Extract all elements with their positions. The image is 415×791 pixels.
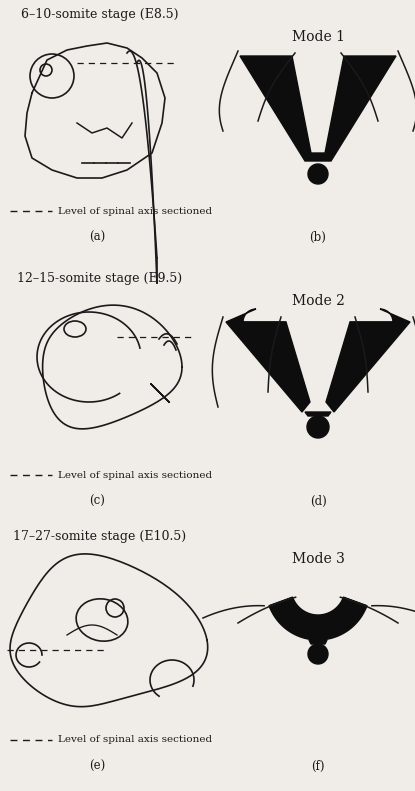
Polygon shape — [240, 56, 396, 161]
Polygon shape — [305, 412, 331, 416]
Polygon shape — [226, 309, 286, 335]
Circle shape — [307, 416, 329, 438]
Polygon shape — [269, 597, 293, 614]
Circle shape — [308, 644, 328, 664]
Text: (c): (c) — [89, 495, 105, 508]
Text: (a): (a) — [89, 231, 105, 244]
Polygon shape — [343, 597, 367, 614]
Text: 12–15-somite stage (E9.5): 12–15-somite stage (E9.5) — [17, 272, 183, 285]
Text: 6–10-somite stage (E8.5): 6–10-somite stage (E8.5) — [21, 8, 179, 21]
Text: Mode 2: Mode 2 — [292, 294, 344, 308]
Text: Mode 3: Mode 3 — [292, 552, 344, 566]
Text: Level of spinal axis sectioned: Level of spinal axis sectioned — [58, 206, 212, 215]
Polygon shape — [309, 640, 327, 644]
Text: Level of spinal axis sectioned: Level of spinal axis sectioned — [58, 471, 212, 479]
Text: (b): (b) — [310, 231, 327, 244]
Text: 17–27-somite stage (E10.5): 17–27-somite stage (E10.5) — [13, 530, 187, 543]
Text: Mode 1: Mode 1 — [291, 30, 344, 44]
Polygon shape — [269, 597, 367, 640]
Text: (d): (d) — [310, 495, 326, 508]
Polygon shape — [226, 322, 310, 412]
Text: (e): (e) — [89, 760, 105, 773]
Circle shape — [308, 164, 328, 184]
Text: (f): (f) — [311, 760, 325, 773]
Text: Level of spinal axis sectioned: Level of spinal axis sectioned — [58, 736, 212, 744]
Polygon shape — [350, 309, 410, 335]
Polygon shape — [326, 322, 410, 412]
